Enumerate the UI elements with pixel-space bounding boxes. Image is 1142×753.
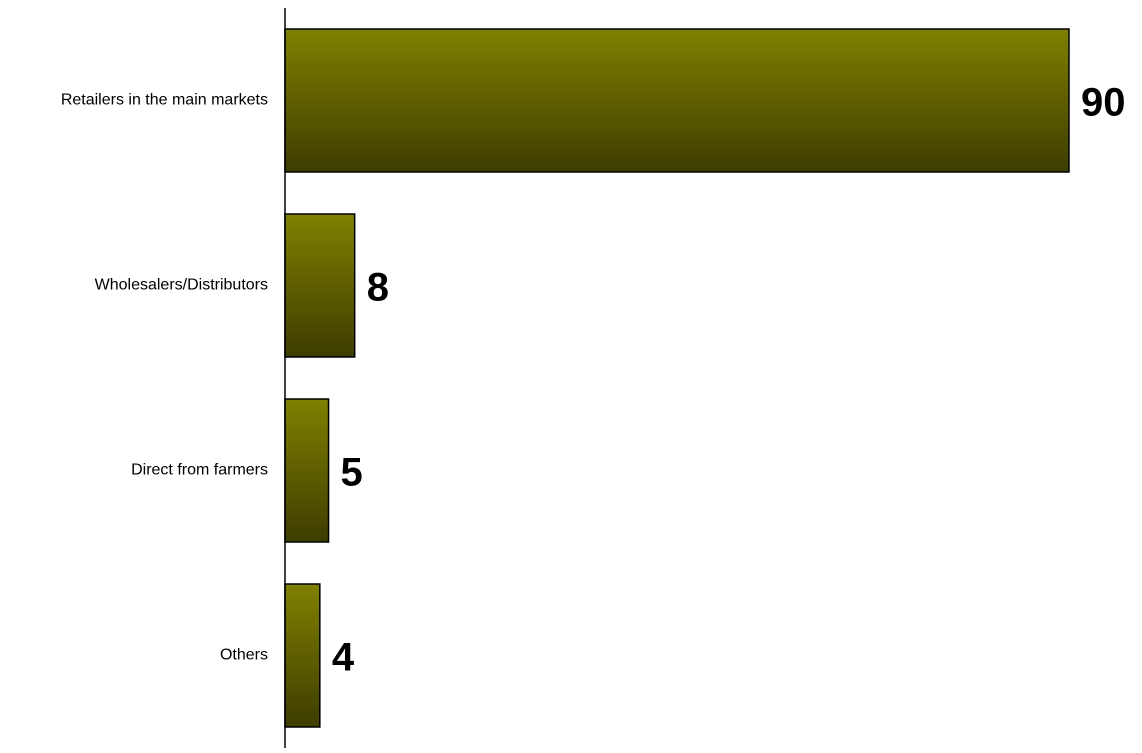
bar-others [284,583,321,728]
value-label-direct-from-farmers: 5 [341,451,363,495]
bars-layer: Retailers in the main markets 90 Wholesale… [61,28,1126,728]
category-label-wholesalers-distributors: Wholesalers/Distributors [95,277,268,294]
bar-direct-from-farmers [284,398,330,543]
bar-wholesalers-distributors [284,213,356,358]
value-label-others: 4 [332,636,355,680]
category-label-direct-from-farmers: Direct from farmers [131,462,268,479]
value-label-retailers-in-the-main-markets: 90 [1081,81,1126,125]
bar-retailers-in-the-main-markets [284,28,1070,173]
category-label-retailers-in-the-main-markets: Retailers in the main markets [61,92,268,109]
category-label-others: Others [220,647,268,664]
value-label-wholesalers-distributors: 8 [367,266,389,310]
